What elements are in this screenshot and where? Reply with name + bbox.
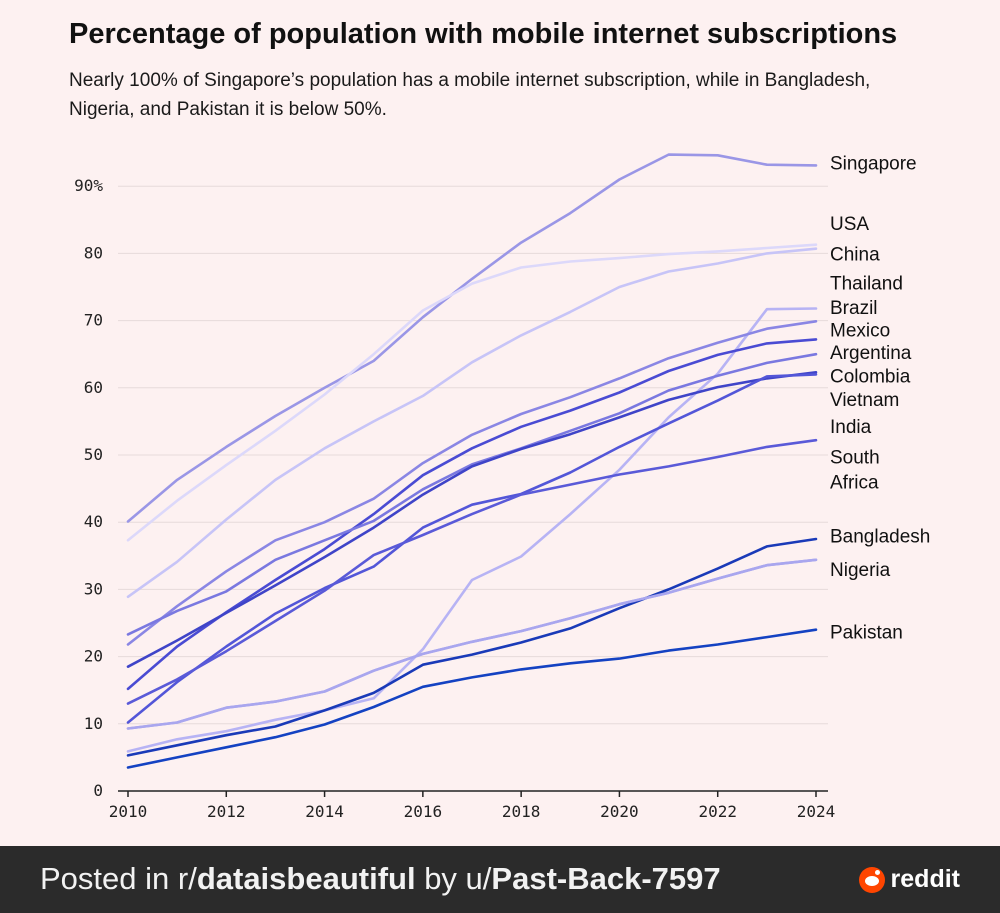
footer-bar: Posted in r/dataisbeautiful by u/Past-Ba… xyxy=(0,846,1000,913)
series-end-label: China xyxy=(830,244,880,265)
series-end-label: South xyxy=(830,448,880,469)
reddit-wordmark: reddit xyxy=(890,865,960,893)
y-tick-label: 40 xyxy=(84,512,103,531)
series-end-label: Africa xyxy=(830,473,879,494)
x-tick-label: 2022 xyxy=(698,802,737,821)
series-line-pakistan xyxy=(126,628,818,769)
reddit-logo-icon xyxy=(858,866,885,893)
series-line-colombia xyxy=(126,370,818,669)
user-link[interactable]: Past-Back-7597 xyxy=(491,861,721,896)
y-tick-label: 20 xyxy=(84,647,103,666)
subreddit-link[interactable]: dataisbeautiful xyxy=(196,861,416,896)
y-tick-label: 50 xyxy=(84,445,103,464)
footer-prefix: Posted in r/ xyxy=(40,861,197,896)
series-end-label: USA xyxy=(830,214,869,235)
reddit-brand[interactable]: reddit xyxy=(858,865,960,894)
x-tick-label: 2014 xyxy=(305,802,344,821)
series-line-usa xyxy=(126,243,818,542)
series-line-bangladesh xyxy=(126,537,818,757)
series-end-label: Pakistan xyxy=(830,623,903,644)
y-tick-label: 60 xyxy=(84,378,103,397)
footer-credit: Posted in r/dataisbeautiful by u/Past-Ba… xyxy=(40,861,721,897)
y-tick-label: 80 xyxy=(84,243,103,262)
series-line-argentina xyxy=(126,352,818,636)
y-tick-label: 10 xyxy=(84,714,103,733)
series-end-label: Vietnam xyxy=(830,390,899,411)
series-end-label: Colombia xyxy=(830,367,911,388)
x-tick-label: 2012 xyxy=(207,802,246,821)
series-line-vietnam xyxy=(126,373,818,724)
x-tick-label: 2018 xyxy=(502,802,541,821)
series-line-brazil xyxy=(126,319,818,646)
series-end-label: Thailand xyxy=(830,273,903,294)
series-line-mexico xyxy=(126,338,818,691)
series-line-south-africa xyxy=(126,438,818,705)
series-end-label: Argentina xyxy=(830,343,912,364)
line-chart: 0 10 20 30 40 50 60 70 80 90% 2010 2012 2014 2016 2018… xyxy=(74,153,930,821)
series-line-singapore xyxy=(126,153,818,523)
series-end-label: Brazil xyxy=(830,298,878,319)
x-tick-label: 2016 xyxy=(404,802,443,821)
y-tick-label: 90% xyxy=(74,176,103,195)
series-end-label: Nigeria xyxy=(830,560,891,581)
x-tick-label: 2020 xyxy=(600,802,639,821)
chart-subtitle: Nearly 100% of Singapore’s population ha… xyxy=(69,70,871,120)
series-end-label: Bangladesh xyxy=(830,527,930,548)
y-tick-label: 70 xyxy=(84,311,103,330)
series-line-thailand xyxy=(126,307,818,753)
series-end-label: Mexico xyxy=(830,320,890,341)
series-end-label: Singapore xyxy=(830,154,917,175)
series-end-label: India xyxy=(830,417,872,438)
x-tick-label: 2010 xyxy=(109,802,148,821)
y-tick-label: 30 xyxy=(84,579,103,598)
series-line-nigeria xyxy=(126,558,818,730)
footer-by: by u/ xyxy=(415,861,492,896)
series-line-china xyxy=(126,247,818,599)
chart-title: Percentage of population with mobile int… xyxy=(69,18,898,50)
x-tick-label: 2024 xyxy=(797,802,836,821)
y-tick-label: 0 xyxy=(93,781,103,800)
